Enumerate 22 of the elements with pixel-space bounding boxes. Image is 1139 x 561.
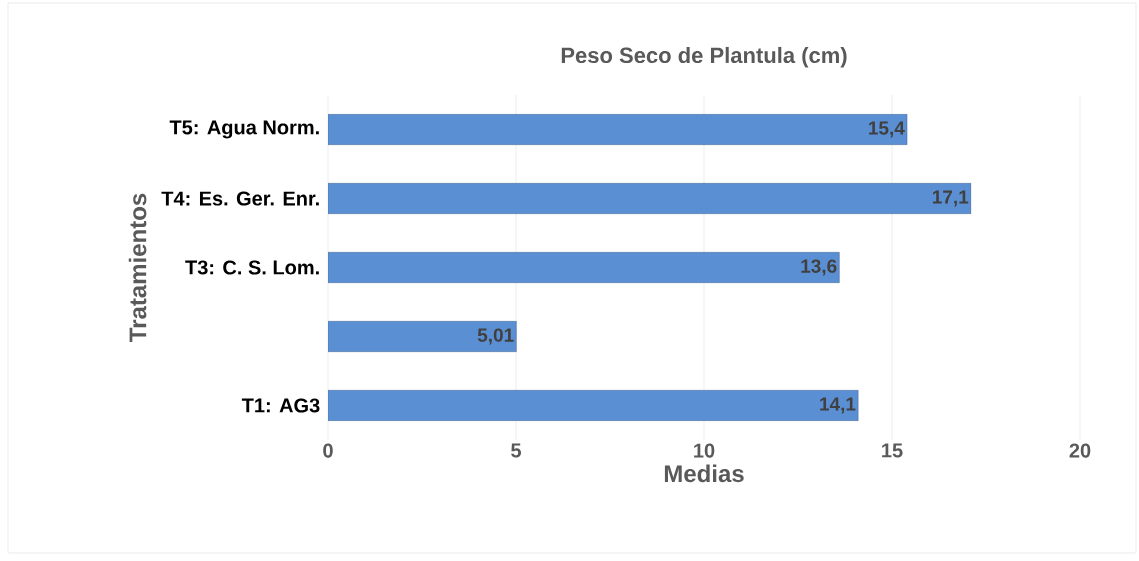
chart-title: Peso Seco de Plantula (cm) xyxy=(561,46,847,68)
bar xyxy=(328,114,908,145)
x-tick-label: 15 xyxy=(882,443,903,458)
y-axis-title: Tratamientos xyxy=(128,193,147,342)
data-label: 15,4 xyxy=(869,121,905,138)
bar xyxy=(328,252,840,283)
data-label: 13,6 xyxy=(801,259,837,276)
data-label: 17,1 xyxy=(932,190,969,207)
x-tick-label: 5 xyxy=(511,443,522,458)
y-tick-label: T5: Agua Norm. xyxy=(169,120,319,139)
data-label: 14,1 xyxy=(820,397,856,414)
x-tick-label: 0 xyxy=(323,443,333,458)
x-tick-label: 10 xyxy=(694,443,715,458)
bar xyxy=(328,390,859,421)
y-tick-label: T4: Es. Ger. Enr. xyxy=(161,191,319,206)
x-axis-title: Medias xyxy=(664,464,744,483)
bar xyxy=(328,183,972,214)
bar xyxy=(328,321,517,352)
y-tick-label: T3: C. S. Lom. xyxy=(185,260,319,275)
y-tick-label: T1: AG3 xyxy=(241,398,320,413)
data-label: 5,01 xyxy=(477,328,514,345)
x-tick-label: 20 xyxy=(1069,443,1091,458)
